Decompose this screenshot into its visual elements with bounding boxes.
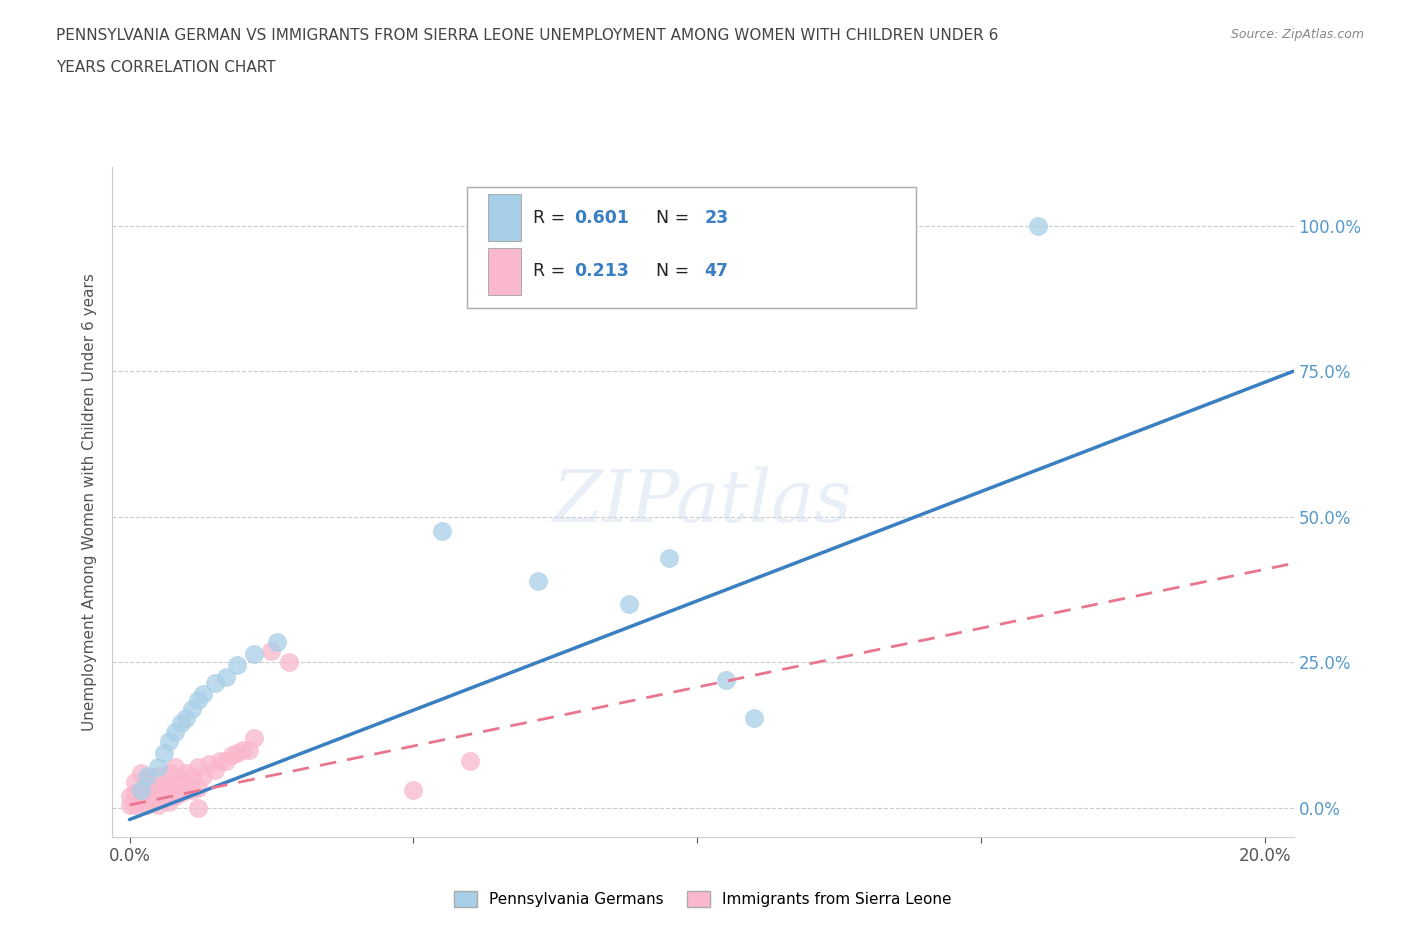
Text: ZIPatlas: ZIPatlas (553, 467, 853, 538)
Point (135, 798, 157, 813)
Point (163, 724, 186, 739)
Point (135, 771, 157, 786)
Point (221, 748, 243, 763)
Point (163, 789, 186, 804)
Point (146, 798, 169, 813)
Point (402, 783, 425, 798)
Point (243, 646, 266, 661)
Point (129, 783, 152, 798)
Point (169, 771, 191, 786)
Point (118, 789, 141, 804)
Point (181, 783, 204, 798)
Point (714, 672, 737, 687)
Text: 0.213: 0.213 (574, 262, 628, 280)
Point (198, 757, 221, 772)
Point (187, 780, 209, 795)
Point (232, 742, 254, 757)
Text: PENNSYLVANIA GERMAN VS IMMIGRANTS FROM SIERRA LEONE UNEMPLOYMENT AMONG WOMEN WIT: PENNSYLVANIA GERMAN VS IMMIGRANTS FROM S… (56, 28, 998, 43)
Point (187, 693, 209, 708)
Point (135, 768, 157, 783)
Point (174, 765, 197, 780)
Point (209, 754, 232, 769)
Point (152, 777, 174, 792)
Point (174, 783, 197, 798)
Point (146, 768, 169, 783)
Point (135, 789, 157, 804)
FancyBboxPatch shape (488, 194, 522, 241)
Point (619, 597, 641, 612)
Point (157, 734, 180, 749)
Text: 0.601: 0.601 (574, 208, 630, 227)
Point (129, 794, 152, 809)
Point (129, 783, 152, 798)
Point (124, 798, 146, 813)
Text: Source: ZipAtlas.com: Source: ZipAtlas.com (1230, 28, 1364, 41)
Point (742, 711, 765, 725)
Point (118, 798, 141, 813)
Point (204, 675, 226, 690)
Point (124, 786, 146, 801)
Point (146, 760, 169, 775)
Point (152, 789, 174, 804)
Point (169, 786, 191, 801)
Text: N =: N = (645, 208, 695, 227)
Point (243, 731, 266, 746)
Point (266, 634, 288, 649)
Point (277, 655, 299, 670)
Point (215, 754, 238, 769)
Point (141, 777, 163, 792)
Point (527, 574, 550, 589)
Point (215, 670, 238, 684)
Point (157, 765, 180, 780)
Point (187, 760, 209, 775)
Point (141, 791, 163, 806)
Point (193, 768, 215, 783)
Point (163, 775, 186, 790)
Point (181, 768, 204, 783)
Point (226, 745, 249, 760)
Point (157, 780, 180, 795)
Text: 23: 23 (704, 208, 728, 227)
Point (238, 742, 260, 757)
Text: N =: N = (645, 262, 695, 280)
Point (193, 687, 215, 702)
Point (204, 763, 226, 777)
FancyBboxPatch shape (467, 188, 915, 308)
Text: R =: R = (533, 208, 571, 227)
Y-axis label: Unemployment Among Women with Children Under 6 years: Unemployment Among Women with Children U… (82, 273, 97, 731)
Point (169, 716, 191, 731)
Point (157, 794, 180, 809)
Point (152, 745, 174, 760)
Text: 47: 47 (704, 262, 728, 280)
Point (146, 786, 169, 801)
Point (124, 775, 146, 790)
Point (430, 524, 453, 538)
Point (658, 550, 681, 565)
FancyBboxPatch shape (488, 247, 522, 295)
Point (163, 760, 186, 775)
Point (1026, 219, 1049, 233)
Point (187, 801, 209, 816)
Text: R =: R = (533, 262, 571, 280)
Point (260, 644, 283, 658)
Text: YEARS CORRELATION CHART: YEARS CORRELATION CHART (56, 60, 276, 75)
Point (458, 754, 481, 769)
Legend: Pennsylvania Germans, Immigrants from Sierra Leone: Pennsylvania Germans, Immigrants from Si… (449, 884, 957, 913)
Point (226, 658, 249, 672)
Point (181, 701, 204, 716)
Point (174, 711, 197, 725)
Point (129, 765, 152, 780)
